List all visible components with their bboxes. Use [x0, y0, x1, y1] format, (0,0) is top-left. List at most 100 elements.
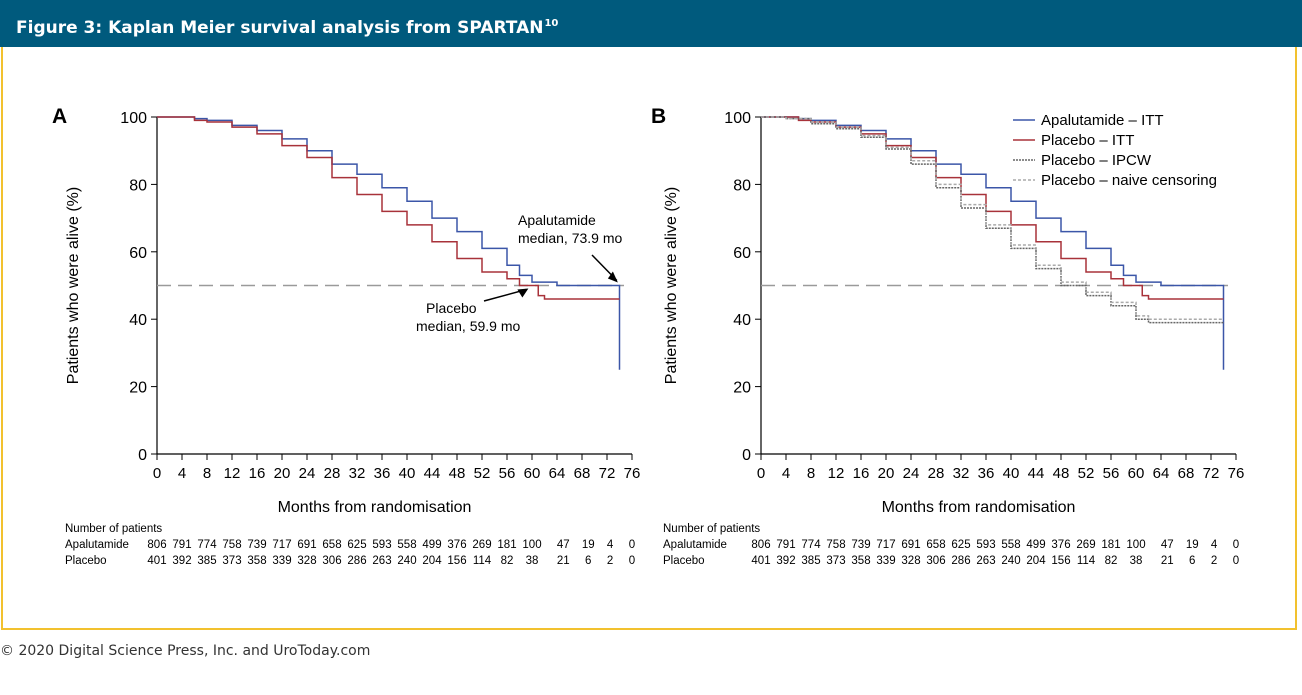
x-tick-label: 52 — [474, 465, 491, 482]
x-tick-label: 28 — [324, 465, 341, 482]
risk-table-value: 758 — [826, 539, 845, 551]
risk-table-value: 156 — [447, 555, 466, 567]
x-tick-label: 24 — [299, 465, 316, 482]
panel-letter: B — [651, 105, 666, 128]
y-tick-label: 80 — [733, 177, 751, 194]
x-tick-label: 12 — [224, 465, 241, 482]
risk-table-value: 0 — [629, 539, 635, 551]
y-tick-label: 20 — [733, 380, 751, 397]
risk-table-value: 47 — [1161, 539, 1174, 551]
x-tick-label: 24 — [903, 465, 920, 482]
risk-table-value: 306 — [926, 555, 945, 567]
risk-table-value: 21 — [1161, 555, 1174, 567]
risk-table-value: 328 — [297, 555, 316, 567]
x-tick-label: 56 — [499, 465, 516, 482]
x-tick-label: 72 — [1203, 465, 1220, 482]
risk-table-value: 373 — [222, 555, 241, 567]
risk-table-value: 339 — [272, 555, 291, 567]
risk-table-value: 758 — [222, 539, 241, 551]
risk-table-value: 2 — [607, 555, 613, 567]
risk-table-value: 21 — [557, 555, 570, 567]
y-axis-label: Patients who were alive (%) — [663, 187, 680, 384]
y-tick-label: 40 — [733, 312, 751, 329]
x-tick-label: 4 — [782, 465, 790, 482]
risk-table-value: 558 — [1001, 539, 1020, 551]
x-tick-label: 20 — [274, 465, 291, 482]
risk-table-value: 791 — [776, 539, 795, 551]
y-tick-label: 0 — [742, 447, 751, 464]
risk-table-row-label: Apalutamide — [663, 539, 727, 551]
risk-table-value: 240 — [1001, 555, 1020, 567]
x-tick-label: 64 — [549, 465, 566, 482]
risk-table-value: 240 — [397, 555, 416, 567]
x-tick-label: 76 — [624, 465, 641, 482]
risk-table-value: 19 — [582, 539, 595, 551]
risk-table-value: 806 — [147, 539, 166, 551]
x-tick-label: 32 — [349, 465, 366, 482]
x-tick-label: 44 — [424, 465, 441, 482]
y-tick-label: 60 — [129, 245, 147, 262]
risk-table-value: 328 — [901, 555, 920, 567]
risk-table-title: Number of patients — [65, 523, 162, 535]
risk-table-value: 625 — [347, 539, 366, 551]
legend-label: Placebo – IPCW — [1041, 152, 1152, 169]
risk-table-value: 658 — [926, 539, 945, 551]
x-tick-label: 48 — [1053, 465, 1070, 482]
risk-table-row-label: Placebo — [663, 555, 705, 567]
x-tick-label: 44 — [1028, 465, 1045, 482]
x-tick-label: 48 — [449, 465, 466, 482]
x-axis-label: Months from randomisation — [882, 499, 1076, 516]
risk-table-value: 4 — [1211, 539, 1218, 551]
x-tick-label: 28 — [928, 465, 945, 482]
risk-table-value: 593 — [372, 539, 391, 551]
risk-table-value: 114 — [473, 555, 492, 567]
x-tick-label: 64 — [1153, 465, 1170, 482]
risk-table-value: 38 — [1130, 555, 1143, 567]
risk-table-value: 593 — [976, 539, 995, 551]
risk-table-value: 100 — [522, 539, 541, 551]
risk-table-value: 774 — [197, 539, 217, 551]
risk-table-value: 739 — [247, 539, 266, 551]
x-tick-label: 68 — [1178, 465, 1195, 482]
risk-table-value: 38 — [526, 555, 539, 567]
risk-table-value: 263 — [372, 555, 391, 567]
risk-table-value: 499 — [422, 539, 441, 551]
y-tick-label: 40 — [129, 312, 147, 329]
x-tick-label: 16 — [249, 465, 266, 482]
risk-table-value: 625 — [951, 539, 970, 551]
risk-table-value: 0 — [1233, 555, 1239, 567]
risk-table-value: 358 — [851, 555, 870, 567]
risk-table-value: 82 — [1105, 555, 1118, 567]
x-tick-label: 40 — [1003, 465, 1020, 482]
figure-title: Figure 3: Kaplan Meier survival analysis… — [16, 0, 558, 52]
legend-label: Placebo – naive censoring — [1041, 172, 1217, 189]
risk-table-value: 691 — [297, 539, 316, 551]
risk-table-value: 791 — [172, 539, 191, 551]
legend-label: Placebo – ITT — [1041, 132, 1134, 149]
figure-title-reference: 10 — [544, 18, 559, 29]
copyright-notice: © 2020 Digital Science Press, Inc. and U… — [0, 643, 371, 659]
risk-table-value: 6 — [585, 555, 591, 567]
annotation-label: Apalutamide — [518, 212, 596, 228]
series-line — [761, 116, 1225, 370]
risk-table-value: 392 — [172, 555, 191, 567]
legend-label: Apalutamide – ITT — [1041, 112, 1164, 129]
risk-table-value: 204 — [1026, 555, 1046, 567]
x-axis-label: Months from randomisation — [278, 499, 472, 516]
risk-table-value: 339 — [876, 555, 895, 567]
annotation-arrowhead — [607, 271, 618, 283]
series-line — [761, 116, 1224, 320]
x-tick-label: 68 — [574, 465, 591, 482]
y-tick-label: 100 — [120, 110, 147, 127]
x-tick-label: 60 — [1128, 465, 1145, 482]
x-tick-label: 40 — [399, 465, 416, 482]
risk-table-value: 100 — [1126, 539, 1145, 551]
annotation-label: median, 73.9 mo — [518, 230, 622, 246]
risk-table-value: 181 — [497, 539, 516, 551]
risk-table-value: 269 — [472, 539, 491, 551]
x-tick-label: 16 — [853, 465, 870, 482]
panel-letter: A — [52, 105, 67, 128]
risk-table-value: 114 — [1077, 555, 1096, 567]
